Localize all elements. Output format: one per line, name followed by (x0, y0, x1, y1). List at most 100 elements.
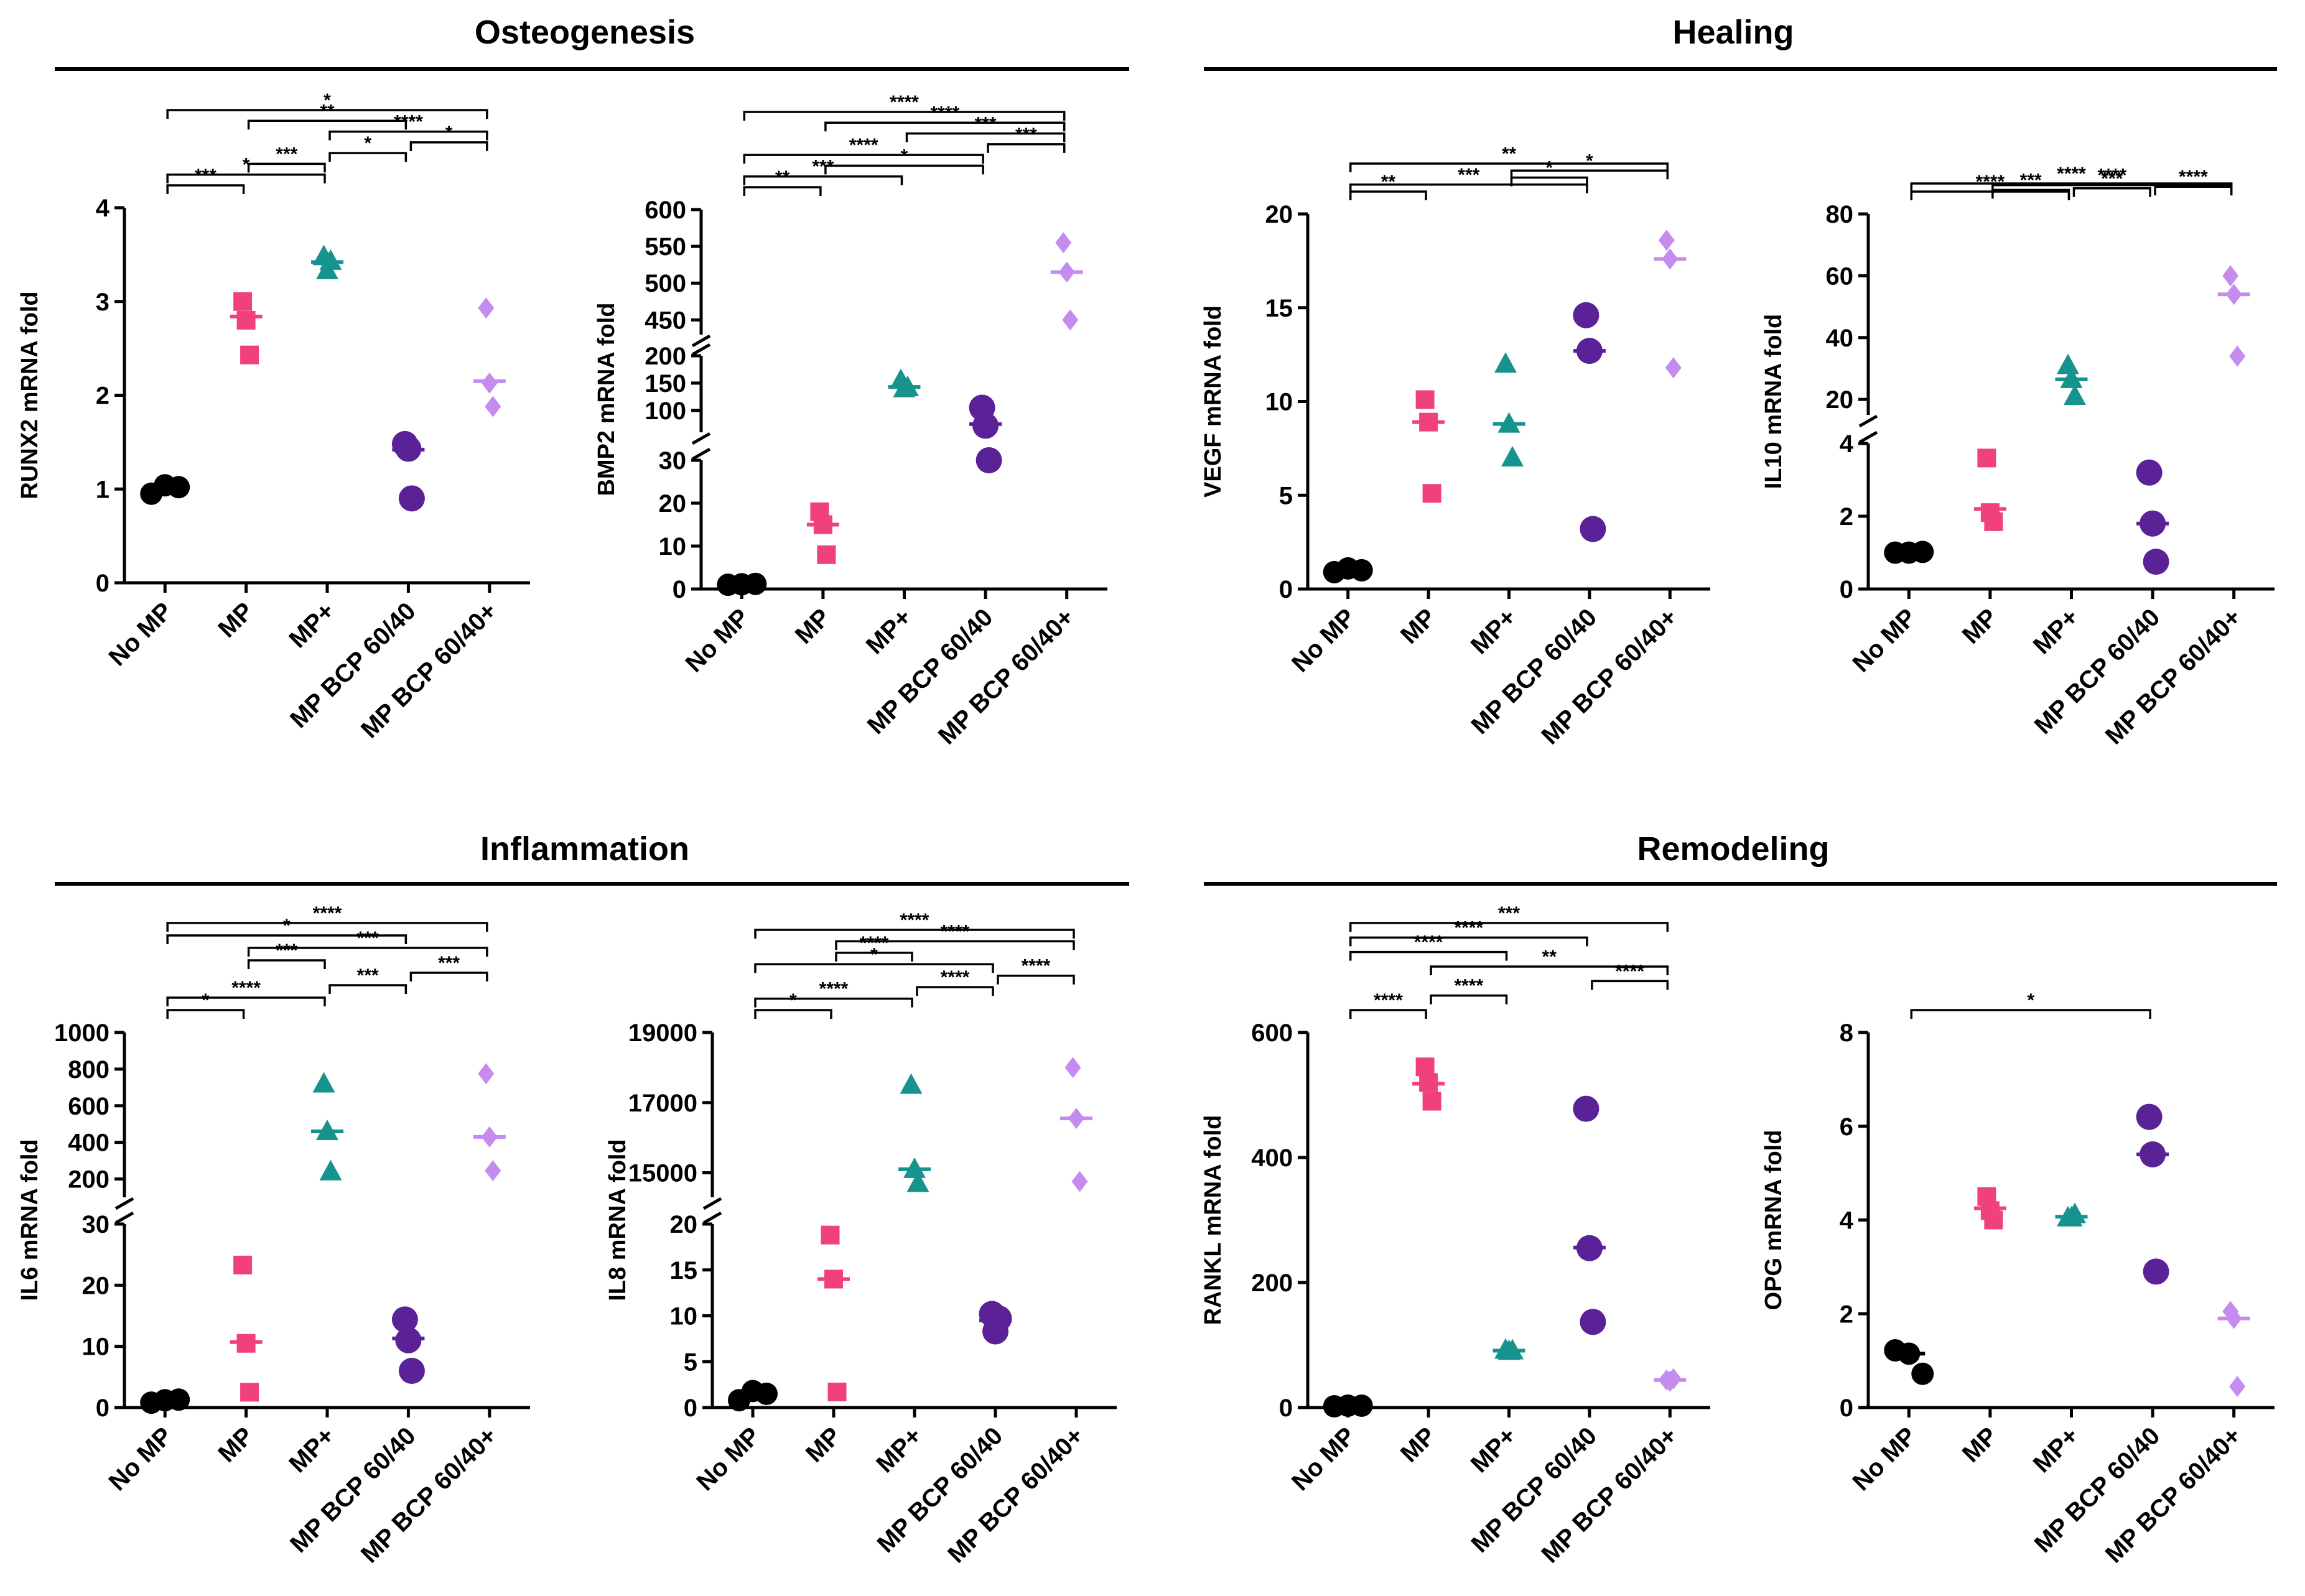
significance-label: *** (357, 965, 379, 986)
y-tick-label: 60 (1826, 262, 1854, 290)
x-tick-label: MP BCP 60/40+ (1536, 1422, 1682, 1568)
data-point (398, 1358, 425, 1384)
significance-bracket (754, 929, 1075, 939)
data-point (2143, 1258, 2169, 1285)
y-tick-label: 17000 (628, 1090, 697, 1117)
y-tick-label: 20 (659, 490, 687, 517)
y-tick-label: 500 (645, 270, 686, 297)
x-tick-label: MP BCP 60/40+ (2100, 603, 2247, 749)
x-tick-label: MP BCP 60/40+ (2100, 1422, 2247, 1568)
significance-bracket (754, 963, 994, 973)
y-tick-label: 20 (670, 1211, 698, 1238)
significance-bracket (166, 934, 407, 944)
data-point (1415, 1057, 1435, 1077)
y-axis-label: VEGF mRNA fold (1200, 305, 1226, 498)
data-point (1665, 357, 1682, 379)
data-point (1573, 302, 1600, 328)
axis-break-mark (702, 1211, 722, 1225)
data-point (2136, 1103, 2163, 1130)
y-tick-label: 3 (96, 289, 109, 316)
data-point (1580, 516, 1606, 542)
significance-label: * (283, 916, 291, 936)
y-tick-label: 2 (1840, 503, 1853, 531)
x-tick-label: No MP (1287, 1422, 1361, 1496)
y-tick-label: 10 (670, 1303, 698, 1330)
y-tick-label: 450 (645, 307, 686, 334)
y-tick-label: 20 (82, 1272, 110, 1299)
y-tick-label: 4 (96, 195, 110, 222)
significance-label: **** (1976, 172, 2005, 192)
chart-runx2: 0 1 2 3 4 RUNX2 mRNA fold No MP MP MP+ MP BCP 60/… (17, 90, 530, 744)
chart-il6: 0 10 20 30 200 400 600 800 1000 IL6 mRNA fold No M… (17, 903, 530, 1569)
data-point (1580, 1309, 1606, 1335)
data-point (391, 1306, 418, 1333)
data-point (481, 372, 498, 394)
significance-label: *** (812, 157, 834, 177)
y-tick-label: 8 (1840, 1019, 1853, 1047)
data-point (478, 1063, 495, 1085)
x-tick-label: MP+ (861, 603, 917, 659)
significance-bracket (743, 175, 903, 185)
significance-bracket (166, 184, 245, 194)
data-point (1984, 512, 2003, 531)
significance-label: * (202, 990, 210, 1011)
y-tick-label: 20 (1826, 386, 1854, 414)
significance-bracket (166, 173, 326, 183)
y-tick-label: 80 (1826, 201, 1854, 228)
significance-bracket (1349, 936, 1588, 947)
y-tick-label: 400 (1251, 1144, 1293, 1172)
significance-label: * (901, 146, 908, 166)
significance-label: **** (849, 135, 878, 155)
data-point (1573, 1095, 1600, 1122)
data-point (312, 1072, 335, 1093)
significance-label: * (870, 944, 878, 965)
significance-label: ** (1542, 947, 1557, 967)
y-tick-label: 6 (1840, 1113, 1853, 1141)
significance-label: **** (1374, 990, 1403, 1011)
y-tick-label: 800 (68, 1056, 109, 1083)
y-tick-label: 0 (1279, 576, 1293, 603)
y-tick-label: 0 (96, 570, 109, 597)
significance-label: *** (1458, 165, 1479, 185)
significance-bracket (743, 154, 984, 164)
x-tick-label: MP+ (871, 1422, 927, 1478)
significance-bracket (1510, 169, 1669, 180)
significance-label: **** (941, 967, 970, 988)
y-tick-label: 0 (1840, 576, 1853, 603)
data-point (976, 447, 1002, 473)
significance-bracket (835, 940, 1075, 950)
significance-label: *** (357, 928, 379, 949)
significance-label: **** (900, 910, 929, 930)
significance-bracket (409, 141, 488, 151)
significance-label: *** (195, 165, 217, 186)
x-tick-label: MP+ (1466, 1422, 1522, 1478)
significance-bracket (166, 1009, 245, 1019)
data-point (233, 1255, 253, 1274)
chart-il8: 0 5 10 15 20 15000 17000 19000 IL8 mRNA fold No M… (605, 910, 1117, 1569)
x-tick-label: MP (213, 1422, 259, 1468)
section-title-inflammation: Inflammation (480, 830, 689, 868)
y-axis-label: RANKL mRNA fold (1200, 1115, 1226, 1325)
y-tick-label: 15000 (628, 1160, 697, 1187)
data-point (319, 249, 342, 270)
significance-label: **** (231, 978, 261, 998)
significance-bracket (754, 997, 913, 1008)
significance-bracket (835, 952, 913, 962)
y-tick-label: 30 (659, 447, 687, 475)
data-point (233, 292, 253, 311)
x-tick-label: MP (1957, 1422, 2003, 1468)
significance-bracket (987, 143, 1066, 153)
y-tick-label: 10 (82, 1334, 110, 1361)
y-tick-label: 40 (1826, 325, 1854, 352)
x-tick-label: MP (801, 1422, 847, 1468)
significance-bracket (1430, 994, 1508, 1004)
data-point (1984, 1210, 2003, 1230)
x-tick-label: No MP (103, 597, 177, 671)
x-tick-label: MP (1957, 603, 2003, 649)
significance-bracket (247, 162, 326, 173)
significance-bracket (247, 959, 326, 969)
significance-label: **** (819, 979, 849, 1000)
significance-label: *** (1498, 903, 1520, 924)
significance-bracket (2154, 185, 2233, 196)
